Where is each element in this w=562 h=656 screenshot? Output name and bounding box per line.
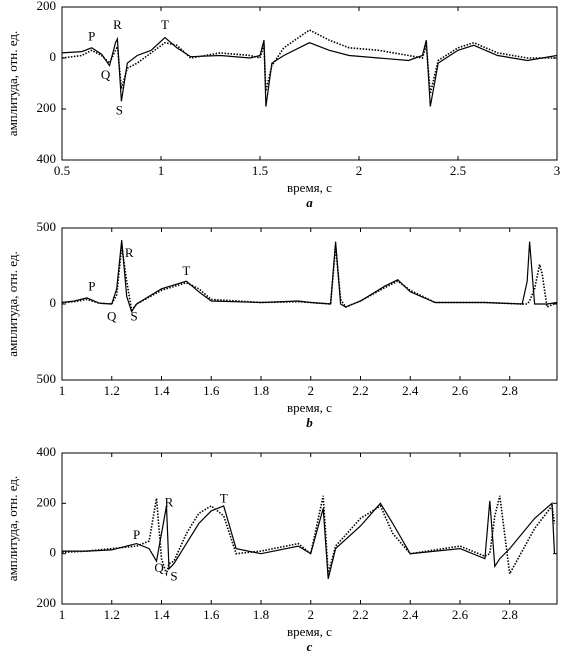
plot-frame	[61, 6, 558, 161]
x-tick-label: 2	[307, 383, 314, 398]
x-tick-label: 3	[554, 163, 561, 178]
wave-label: P	[88, 29, 95, 44]
x-tick-label: 2.6	[452, 383, 469, 398]
wave-label: R	[125, 245, 134, 260]
wave-label: S	[116, 103, 123, 118]
ecg-line	[61, 240, 558, 313]
ecg-line	[61, 495, 556, 577]
y-axis-label: амплитуда, отн. ед.	[5, 476, 20, 581]
x-tick-label: 2	[356, 163, 363, 178]
wave-label: R	[113, 17, 122, 32]
x-tick-label: 2.5	[450, 163, 466, 178]
x-tick-label: 1.5	[252, 163, 268, 178]
y-tick-label: 200	[37, 100, 57, 115]
x-tick-label: 1.6	[203, 383, 220, 398]
wave-label: P	[88, 278, 95, 293]
caption: a	[306, 195, 313, 210]
wave-label: P	[133, 527, 140, 542]
x-tick-label: 1.8	[253, 383, 269, 398]
y-tick-label: 0	[50, 295, 57, 310]
wave-label: Q	[101, 67, 111, 82]
x-tick-label: 2.6	[452, 607, 469, 622]
x-axis-label: время, с	[287, 400, 332, 415]
wave-label: T	[182, 263, 190, 278]
y-tick-label: 200	[37, 494, 57, 509]
x-tick-label: 1.4	[153, 383, 170, 398]
y-tick-label: 0	[50, 545, 57, 560]
x-tick-label: 0.5	[54, 163, 70, 178]
wave-label: T	[161, 17, 169, 32]
y-axis-label: амплитуда, отн. ед.	[5, 251, 20, 356]
y-tick-label: 400	[37, 444, 57, 459]
y-tick-label: 500	[37, 371, 57, 386]
x-tick-label: 1.6	[203, 607, 220, 622]
x-tick-label: 1.8	[253, 607, 269, 622]
x-tick-label: 2.8	[502, 383, 518, 398]
ecg-line	[61, 29, 557, 94]
x-tick-label: 2	[307, 607, 314, 622]
x-tick-label: 1	[59, 607, 66, 622]
x-tick-label: 2.4	[402, 383, 419, 398]
x-tick-label: 2.8	[502, 607, 518, 622]
caption: b	[306, 415, 313, 430]
wave-label: S	[131, 309, 138, 324]
y-tick-label: 400	[37, 151, 57, 166]
x-tick-label: 2.4	[402, 607, 419, 622]
y-tick-label: 0	[50, 49, 57, 64]
wave-label: S	[170, 569, 177, 584]
x-axis-label: время, с	[287, 180, 332, 195]
x-tick-label: 1	[59, 383, 66, 398]
y-axis-label: амплитуда, отн. ед.	[5, 31, 20, 136]
ecg-line	[61, 36, 558, 107]
wave-label: Q	[107, 309, 117, 324]
x-axis-label: время, с	[287, 624, 332, 639]
y-tick-label: 200	[37, 0, 57, 13]
y-tick-label: 500	[37, 219, 57, 234]
wave-label: T	[220, 491, 228, 506]
wave-label: Q	[154, 560, 164, 575]
wave-label: R	[165, 494, 174, 509]
x-tick-label: 1	[158, 163, 165, 178]
caption: c	[307, 639, 313, 654]
x-tick-label: 2.2	[352, 607, 368, 622]
plot-frame	[61, 452, 558, 605]
x-tick-label: 2.2	[352, 383, 368, 398]
x-tick-label: 1.2	[104, 383, 120, 398]
ecg-line	[61, 246, 558, 312]
x-tick-label: 1.4	[153, 607, 170, 622]
y-tick-label: 200	[37, 595, 57, 610]
x-tick-label: 1.2	[104, 607, 120, 622]
